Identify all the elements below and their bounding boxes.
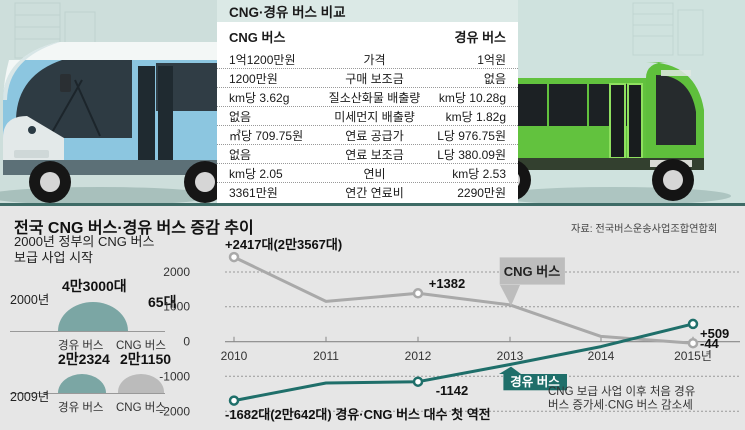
svg-text:2010: 2010 <box>221 349 248 363</box>
svg-text:2013: 2013 <box>497 349 524 363</box>
svg-text:2015년: 2015년 <box>674 349 712 363</box>
svg-text:2000: 2000 <box>163 265 190 279</box>
svg-text:0: 0 <box>183 335 190 349</box>
svg-text:-44: -44 <box>700 336 720 351</box>
svg-text:-1000: -1000 <box>159 369 190 383</box>
svg-text:-1682대(2만642대) 경유·CNG 버스 대수 첫: -1682대(2만642대) 경유·CNG 버스 대수 첫 역전 <box>225 407 491 422</box>
svg-text:버스 증가세·CNG 버스 감소세: 버스 증가세·CNG 버스 감소세 <box>548 399 693 412</box>
svg-text:CNG 버스: CNG 버스 <box>504 264 560 279</box>
svg-text:CNG 보급 사업 이후 처음 경유: CNG 보급 사업 이후 처음 경유 <box>548 384 695 398</box>
svg-text:1000: 1000 <box>163 300 190 314</box>
svg-text:2014: 2014 <box>588 349 615 363</box>
svg-text:2011: 2011 <box>313 349 339 363</box>
svg-text:+2417대(2만3567대): +2417대(2만3567대) <box>225 237 342 252</box>
svg-text:2012: 2012 <box>405 349 432 363</box>
svg-text:+1382: +1382 <box>429 276 466 291</box>
svg-text:-2000: -2000 <box>159 404 190 418</box>
svg-text:-1142: -1142 <box>436 383 469 398</box>
